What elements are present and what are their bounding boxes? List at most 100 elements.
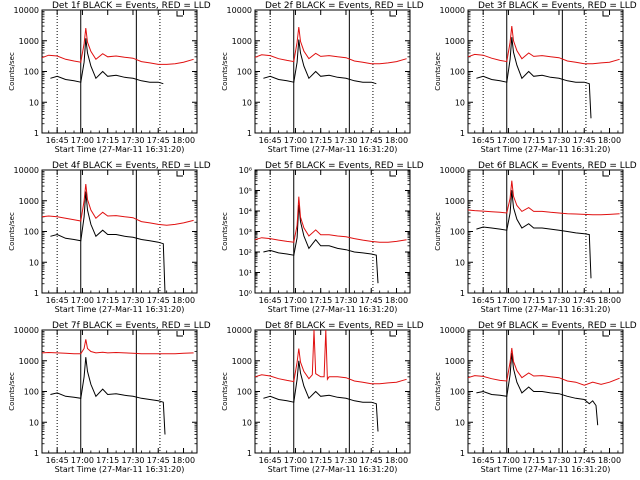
chart-panel-2: Det 2f BLACK = Events, RED = LLD 1 10 100 10… — [221, 1, 424, 154]
chart-panel-5: Det 5f BLACK = Events, RED = LLD 10⁰ 10¹ 10… — [221, 161, 424, 314]
corner-marker — [176, 171, 183, 177]
x-tick-label: 17:45 — [147, 456, 170, 465]
plot-frame — [254, 169, 411, 294]
x-tick-label: 17:45 — [360, 456, 383, 465]
y-tick-label: 10000 — [440, 166, 465, 175]
x-tick-label: 18:00 — [172, 456, 195, 465]
y-axis-label: Counts/sec — [221, 212, 229, 251]
corner-marker — [389, 331, 396, 337]
x-axis-label: Start Time (27-Mar-11 16:31:20) — [55, 145, 185, 154]
x-tick-label: 17:15 — [96, 456, 119, 465]
lld-series-line — [41, 339, 194, 355]
y-tick-label: 1000 — [445, 357, 465, 366]
events-series-line — [50, 191, 166, 294]
y-tick-label: 100 — [450, 388, 465, 397]
y-tick-label: 10 — [29, 258, 39, 267]
x-tick-label: 16:45 — [259, 456, 282, 465]
x-tick-label: 17:00 — [497, 136, 520, 145]
y-tick-label: 10⁴ — [239, 207, 252, 216]
x-tick-label: 17:45 — [573, 456, 596, 465]
y-axis-label: Counts/sec — [8, 212, 16, 251]
corner-marker — [602, 171, 609, 177]
x-axis-label: Start Time (27-Mar-11 16:31:20) — [481, 305, 611, 314]
corner-marker — [389, 11, 396, 17]
y-tick-label: 10² — [239, 248, 252, 257]
y-tick-label: 10⁰ — [239, 289, 252, 298]
y-tick-label: 10000 — [227, 6, 252, 15]
x-tick-label: 17:30 — [334, 296, 357, 305]
x-tick-label: 17:30 — [547, 296, 570, 305]
events-series-line — [476, 352, 599, 426]
chart-title: Det 3f BLACK = Events, RED = LLD — [478, 1, 637, 11]
y-tick-label: 1 — [460, 449, 465, 458]
y-tick-label: 1 — [247, 129, 252, 138]
x-tick-label: 18:00 — [385, 296, 408, 305]
y-tick-label: 100 — [24, 228, 39, 237]
x-tick-label: 17:15 — [522, 136, 545, 145]
x-axis-label: Start Time (27-Mar-11 16:31:20) — [55, 465, 185, 474]
x-tick-label: 16:45 — [259, 136, 282, 145]
y-tick-label: 10 — [29, 98, 39, 107]
events-series-line — [263, 39, 377, 85]
x-tick-label: 17:00 — [497, 456, 520, 465]
y-tick-label: 10 — [455, 98, 465, 107]
y-tick-label: 10 — [29, 418, 39, 427]
x-tick-label: 18:00 — [598, 136, 621, 145]
y-tick-label: 100 — [24, 68, 39, 77]
y-tick-label: 10000 — [14, 326, 39, 335]
y-tick-label: 10 — [242, 98, 252, 107]
chart-panel-8: Det 8f BLACK = Events, RED = LLD 1 10 100 10… — [221, 321, 424, 474]
chart-title: Det 1f BLACK = Events, RED = LLD — [52, 1, 211, 11]
x-tick-label: 17:00 — [284, 296, 307, 305]
y-tick-label: 10¹ — [239, 269, 252, 278]
corner-marker — [389, 171, 396, 177]
y-tick-label: 1000 — [232, 37, 252, 46]
x-tick-label: 17:00 — [284, 456, 307, 465]
x-tick-label: 17:45 — [573, 136, 596, 145]
chart-panel-7: Det 7f BLACK = Events, RED = LLD 1 10 100 10… — [8, 321, 211, 474]
corner-marker — [176, 11, 183, 17]
x-axis-label: Start Time (27-Mar-11 16:31:20) — [268, 145, 398, 154]
x-tick-label: 18:00 — [172, 136, 195, 145]
lld-series-line — [467, 26, 620, 65]
plot-frame — [467, 9, 624, 134]
x-tick-label: 17:00 — [71, 456, 94, 465]
x-tick-label: 17:30 — [547, 136, 570, 145]
y-tick-label: 1000 — [232, 357, 252, 366]
x-axis-label: Start Time (27-Mar-11 16:31:20) — [55, 305, 185, 314]
x-tick-label: 18:00 — [598, 456, 621, 465]
y-tick-label: 1 — [34, 449, 39, 458]
y-tick-label: 100 — [237, 388, 252, 397]
chart-title: Det 8f BLACK = Events, RED = LLD — [265, 321, 424, 331]
lld-series-line — [41, 183, 194, 226]
x-tick-label: 17:45 — [360, 136, 383, 145]
y-tick-label: 100 — [450, 68, 465, 77]
y-axis-label: Counts/sec — [434, 372, 442, 411]
x-tick-label: 17:15 — [309, 136, 332, 145]
lld-series-line — [254, 196, 407, 243]
x-tick-label: 16:45 — [46, 296, 69, 305]
events-series-line — [50, 357, 166, 435]
y-axis-label: Counts/sec — [8, 372, 16, 411]
corner-marker — [602, 331, 609, 337]
chart-title: Det 5f BLACK = Events, RED = LLD — [265, 161, 424, 171]
lld-series-line — [254, 26, 407, 65]
x-tick-label: 16:45 — [472, 456, 495, 465]
plot-frame — [254, 9, 411, 134]
chart-panel-4: Det 4f BLACK = Events, RED = LLD 1 10 100 10… — [8, 161, 211, 314]
x-tick-label: 17:00 — [497, 296, 520, 305]
y-tick-label: 1 — [460, 129, 465, 138]
y-tick-label: 100 — [450, 228, 465, 237]
plot-frame — [41, 169, 198, 294]
y-tick-label: 10³ — [239, 228, 252, 237]
x-tick-label: 17:15 — [309, 296, 332, 305]
x-tick-label: 16:45 — [472, 296, 495, 305]
x-tick-label: 17:00 — [71, 296, 94, 305]
y-tick-label: 1 — [34, 289, 39, 298]
y-tick-label: 1000 — [445, 197, 465, 206]
corner-marker — [176, 331, 183, 337]
x-tick-label: 18:00 — [172, 296, 195, 305]
plot-frame — [467, 169, 624, 294]
x-tick-label: 18:00 — [385, 136, 408, 145]
